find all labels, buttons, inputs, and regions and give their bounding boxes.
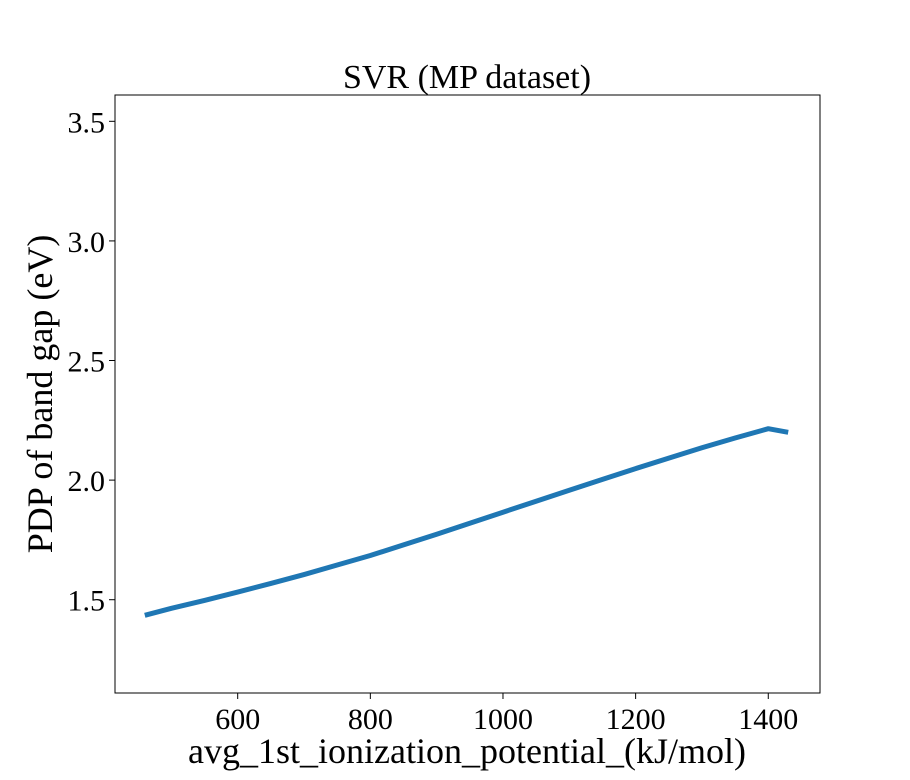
x-tick-label: 1200 [606,703,666,736]
x-tick-label: 1400 [738,703,798,736]
y-tick-label: 1.5 [68,585,106,618]
y-tick-label: 2.0 [68,465,106,498]
chart-title: SVR (MP dataset) [343,59,591,96]
plot-frame [114,94,821,694]
y-tick-label: 3.0 [68,226,106,259]
x-tick-label: 1000 [473,703,533,736]
x-axis-label: avg_1st_ionization_potential_(kJ/mol) [188,731,746,771]
series-line [144,426,789,618]
x-tick-label: 800 [348,703,393,736]
y-axis-label: PDP of band gap (eV) [20,235,60,554]
y-tick-label: 2.5 [68,346,106,379]
y-tick-label: 3.5 [68,106,106,139]
x-tick-label: 600 [215,703,260,736]
